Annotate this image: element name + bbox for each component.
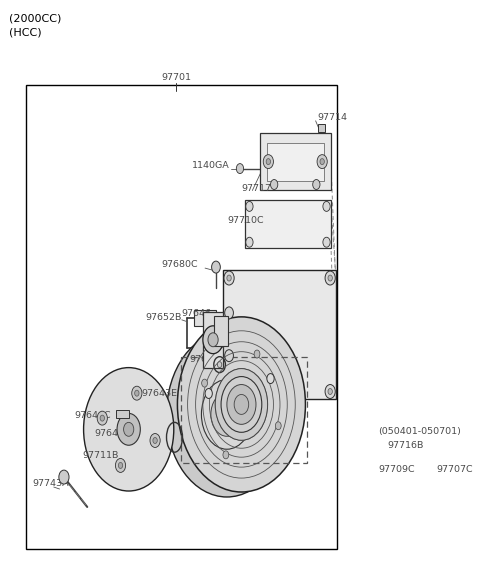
Circle shape: [317, 154, 327, 169]
Circle shape: [225, 307, 233, 319]
Text: 97717: 97717: [241, 184, 271, 193]
Text: 97716B: 97716B: [387, 441, 423, 450]
Bar: [181, 357, 307, 463]
Text: 97707C: 97707C: [436, 465, 473, 473]
Circle shape: [323, 202, 330, 211]
Text: 97710C: 97710C: [227, 216, 264, 225]
Circle shape: [225, 350, 233, 362]
Circle shape: [234, 395, 249, 414]
Circle shape: [224, 271, 234, 285]
Circle shape: [325, 385, 335, 399]
Bar: [203, 312, 223, 367]
Text: 1140GA: 1140GA: [192, 161, 230, 170]
Circle shape: [246, 237, 253, 247]
Circle shape: [202, 380, 252, 449]
Circle shape: [115, 458, 126, 472]
Bar: [267, 143, 324, 180]
Bar: [26, 85, 336, 549]
Circle shape: [328, 275, 332, 281]
Circle shape: [312, 180, 320, 190]
Circle shape: [401, 448, 409, 460]
Circle shape: [267, 374, 274, 384]
Circle shape: [84, 367, 174, 491]
Circle shape: [100, 415, 105, 421]
Circle shape: [153, 438, 157, 444]
Text: 97644C: 97644C: [74, 411, 111, 420]
Bar: [456, 469, 472, 485]
Bar: [245, 200, 331, 248]
Text: 97646C: 97646C: [95, 429, 131, 438]
Circle shape: [202, 379, 207, 387]
Circle shape: [418, 439, 444, 475]
Text: 97690A: 97690A: [189, 355, 226, 364]
Circle shape: [224, 385, 234, 399]
Circle shape: [208, 333, 218, 347]
Circle shape: [395, 440, 415, 468]
Bar: [116, 411, 129, 418]
Circle shape: [271, 180, 278, 190]
Circle shape: [211, 392, 243, 436]
Circle shape: [150, 434, 160, 448]
Text: 97646: 97646: [182, 309, 212, 319]
Text: 97652B: 97652B: [145, 313, 182, 323]
Circle shape: [401, 473, 417, 495]
Circle shape: [117, 414, 140, 445]
Text: (050401-050701): (050401-050701): [378, 427, 461, 436]
Text: 97711B: 97711B: [83, 450, 119, 460]
Circle shape: [119, 463, 123, 468]
Circle shape: [59, 470, 69, 484]
Bar: [318, 124, 325, 132]
Bar: [214, 316, 228, 346]
Circle shape: [135, 390, 139, 396]
Text: 97709C: 97709C: [378, 465, 415, 473]
Bar: [223, 270, 336, 400]
Text: (2000CC): (2000CC): [9, 13, 61, 24]
Circle shape: [328, 389, 332, 395]
Circle shape: [178, 317, 305, 492]
Circle shape: [276, 422, 281, 430]
Circle shape: [223, 451, 229, 459]
Circle shape: [246, 202, 253, 211]
Circle shape: [123, 422, 134, 436]
Circle shape: [405, 479, 412, 489]
Text: 97714: 97714: [318, 113, 348, 122]
Circle shape: [227, 389, 231, 395]
Circle shape: [132, 386, 142, 400]
Circle shape: [203, 326, 223, 354]
Circle shape: [320, 158, 324, 165]
Circle shape: [227, 385, 256, 425]
Circle shape: [425, 449, 436, 465]
Bar: [260, 132, 331, 191]
Text: (HCC): (HCC): [9, 27, 41, 37]
Circle shape: [215, 369, 268, 440]
Circle shape: [323, 237, 330, 247]
Circle shape: [227, 275, 231, 281]
Circle shape: [212, 261, 220, 273]
Circle shape: [167, 332, 287, 497]
Circle shape: [263, 154, 274, 169]
Text: 97743A: 97743A: [32, 479, 69, 487]
Circle shape: [221, 377, 262, 433]
Text: 97643E: 97643E: [141, 389, 177, 398]
Circle shape: [325, 271, 335, 285]
Circle shape: [266, 158, 271, 165]
Circle shape: [236, 164, 244, 173]
Bar: [194, 310, 216, 326]
Circle shape: [217, 362, 222, 367]
Circle shape: [97, 411, 108, 425]
Circle shape: [254, 350, 260, 358]
Text: 97680C: 97680C: [161, 260, 198, 268]
Text: 97701: 97701: [161, 73, 191, 82]
Circle shape: [205, 389, 212, 399]
